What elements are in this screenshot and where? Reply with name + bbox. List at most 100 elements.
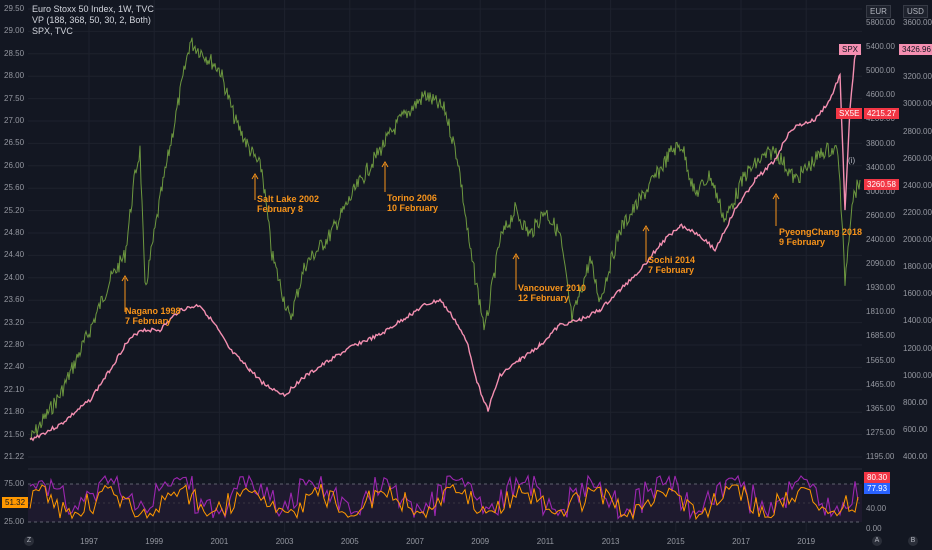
right-axis-tick: 1800.00	[903, 262, 932, 272]
sx5e-symbol-badge: SX5E	[836, 108, 863, 119]
left-axis-tick: 24.40	[4, 250, 25, 260]
rsi-right-40: 40.00	[866, 504, 887, 513]
mid-axis-tick: 1365.00	[866, 403, 895, 413]
mid-axis-tick: 3000.00	[866, 186, 895, 196]
right-axis-tick: 1200.00	[903, 343, 932, 353]
mid-axis-tick: 5800.00	[866, 18, 895, 27]
chart-legend: Euro Stoxx 50 Index, 1W, TVC VP (188, 36…	[32, 4, 154, 37]
left-axis-tick: 22.80	[4, 340, 25, 349]
left-axis-tick: 29.50	[4, 4, 25, 13]
left-axis-tick: 24.80	[4, 228, 25, 237]
mid-axis-tick: 1195.00	[866, 452, 895, 461]
left-axis-tick: 25.20	[4, 205, 25, 215]
auto-scale-button[interactable]: A	[872, 536, 882, 546]
left-axis-tick: 25.60	[4, 183, 25, 193]
time-axis-tick: 2007	[406, 537, 424, 546]
rsi-value-badge-1: 80.30	[864, 472, 891, 483]
spx-price-badge: 3426.96	[899, 44, 932, 55]
mid-axis-tick: 1565.00	[866, 355, 895, 365]
time-axis-tick: 2015	[666, 537, 685, 546]
mid-axis-tick: 1465.00	[866, 379, 895, 389]
time-axis-tick: 2009	[471, 537, 490, 546]
left-axis-tick: 28.50	[4, 48, 25, 58]
left-axis-tick: 28.00	[4, 71, 25, 81]
right-axis-tick: 400.00	[903, 452, 928, 461]
spx-series-line	[29, 49, 861, 442]
sx5e-price-badge: 4215.27	[864, 108, 899, 119]
left-axis-tick: 21.50	[4, 429, 25, 439]
mid-axis-tick: 5000.00	[866, 66, 895, 76]
mid-axis-tick: 2090.00	[866, 259, 895, 269]
left-axis-tick: 22.10	[4, 384, 25, 394]
time-axis-tick: 2017	[732, 537, 750, 546]
rsi-right-0: 0.00	[866, 524, 882, 533]
time-axis-tick: 2005	[340, 537, 359, 546]
left-axis-tick: 26.50	[4, 138, 25, 148]
left-axis-tick: 27.00	[4, 116, 25, 125]
right-axis-tick: 600.00	[903, 424, 928, 434]
right-axis-tick: 3600.00	[903, 18, 932, 27]
currency-eur-button[interactable]: EUR	[866, 5, 891, 18]
left-axis-tick: 24.00	[4, 272, 25, 282]
left-axis-tick: 27.50	[4, 93, 25, 103]
rsi-axis-25: 25.00	[4, 517, 25, 526]
right-axis-tick: 1400.00	[903, 316, 932, 326]
rsi-left-badge: 51.32	[2, 497, 29, 508]
mid-axis-tick: 1810.00	[866, 307, 895, 317]
legend-indicator-line[interactable]: VP (188, 368, 50, 30, 2, Both)	[32, 15, 151, 25]
right-axis-tick: 1000.00	[903, 370, 932, 380]
spx-symbol-badge: SPX	[839, 44, 862, 55]
legend-compare-line[interactable]: SPX, TVC	[32, 26, 73, 36]
rsi-orange-line	[29, 483, 859, 521]
right-axis-tick: 2000.00	[903, 235, 932, 244]
log-scale-button[interactable]: B	[908, 536, 918, 546]
mid-axis-tick: 1930.00	[866, 283, 895, 293]
left-axis-tick: 26.00	[4, 160, 25, 170]
time-axis-tick: 2019	[797, 537, 816, 546]
mid-axis-tick: 5400.00	[866, 42, 895, 52]
time-axis-tick: 2013	[601, 537, 620, 546]
annotation-sochi: Sochi 2014 7 February	[648, 255, 696, 275]
mid-axis-tick: 1275.00	[866, 427, 895, 437]
left-axis-tick: 23.20	[4, 317, 25, 327]
mid-axis-tick: 3400.00	[866, 162, 895, 172]
mid-axis-tick: 2400.00	[866, 235, 895, 244]
time-axis-tick: 2001	[210, 537, 229, 546]
rsi-axis-75: 75.00	[4, 479, 25, 488]
annotation-vancouver: Vancouver 2010 12 February	[518, 283, 587, 303]
left-axis-tick: 29.00	[4, 26, 25, 36]
right-axis-tick: 800.00	[903, 397, 928, 407]
left-axis-tick: 23.60	[4, 295, 25, 305]
mid-axis-tick: 1685.00	[866, 331, 895, 341]
left-axis-tick: 22.40	[4, 362, 25, 372]
right-axis-tick: 2400.00	[903, 180, 932, 190]
time-axis-tick: 1999	[145, 537, 164, 546]
annotation-salt-lake: Salt Lake 2002 February 8	[257, 194, 320, 214]
mid-axis-tick: 2600.00	[866, 210, 895, 220]
right-axis-tick: 2200.00	[903, 207, 932, 217]
right-axis-tick: 3200.00	[903, 72, 932, 82]
time-axis-tick: 1997	[80, 537, 98, 546]
currency-usd-button[interactable]: USD	[903, 5, 928, 18]
zoom-reset-button[interactable]: Z	[24, 536, 34, 546]
right-axis-tick: 2600.00	[903, 153, 932, 163]
legend-symbol-line[interactable]: Euro Stoxx 50 Index, 1W, TVC	[32, 4, 154, 14]
sx5e-series-line	[29, 37, 861, 441]
rsi-purple-line	[29, 474, 859, 521]
annotation-pyeongchang: PyeongChang 2018 9 February	[779, 227, 863, 247]
right-axis-tick: 3000.00	[903, 99, 932, 109]
time-axis-tick: 2003	[275, 537, 294, 546]
mid-axis-tick: 3800.00	[866, 138, 895, 148]
left-axis-tick: 21.22	[4, 452, 25, 461]
last-price-badge: 3260.58	[864, 179, 899, 190]
right-axis-tick: 2800.00	[903, 126, 932, 136]
time-axis-tick: 2011	[536, 537, 554, 546]
left-axis-tick: 21.80	[4, 407, 25, 417]
rsi-value-badge-2: 77.93	[864, 483, 891, 494]
annotation-torino: Torino 2006 10 February	[387, 193, 439, 213]
right-axis-tick: 1600.00	[903, 289, 932, 299]
mid-axis-tick: 4600.00	[866, 90, 895, 100]
info-marker[interactable]: (i)	[848, 156, 856, 165]
annotation-nagano: Nagano 1998 7 February	[125, 306, 181, 326]
